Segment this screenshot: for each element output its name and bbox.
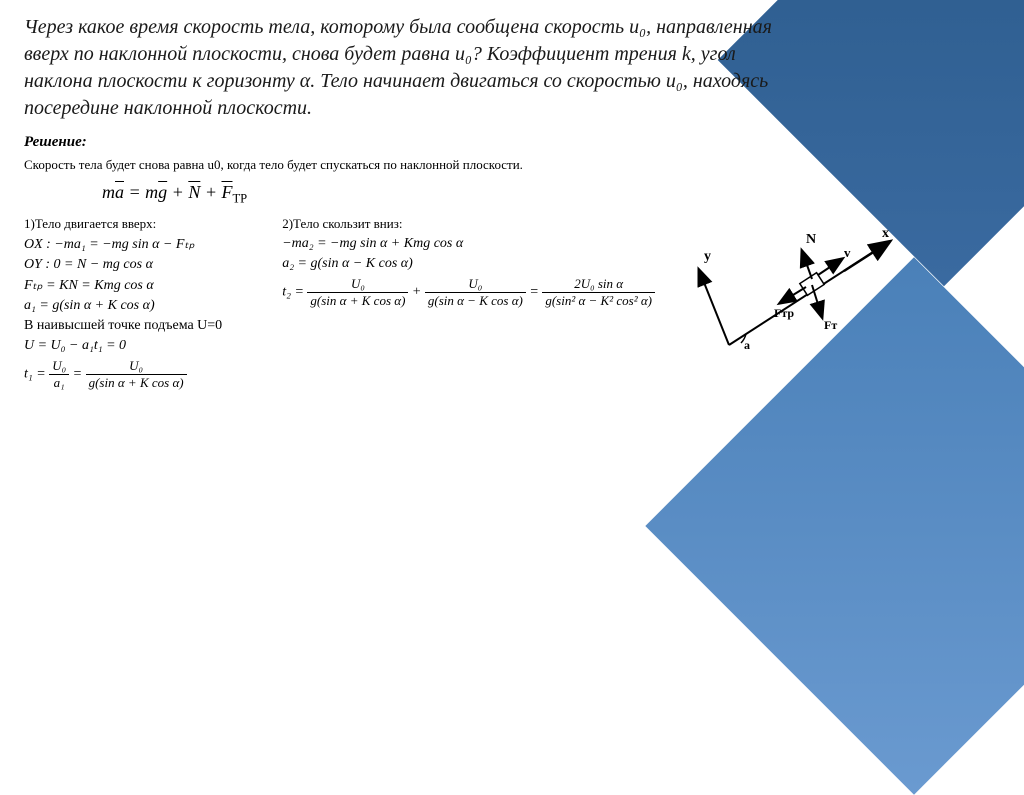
case-up-title: 1)Тело двигается вверх: xyxy=(24,216,222,232)
t1-frac1: U₀a₁ xyxy=(49,358,69,391)
eq-t1: t₁ = U₀a₁ = U₀g(sin α + K cos α) xyxy=(24,358,222,391)
force-diagram: y x N v Fтр Fт a xyxy=(684,215,894,355)
svg-text:N: N xyxy=(806,232,816,247)
svg-text:v: v xyxy=(844,245,851,260)
svg-text:Fт: Fт xyxy=(824,318,837,332)
case-down-title: 2)Тело скользит вниз: xyxy=(282,216,655,232)
t1-lhs: t₁ = xyxy=(24,367,46,382)
t2-frac2: U₀g(sin α − K cos α) xyxy=(425,276,526,309)
svg-text:y: y xyxy=(704,249,711,264)
problem-statement: Через какое время скорость тела, котором… xyxy=(24,14,784,122)
t2-lhs: t₂ = xyxy=(282,285,304,300)
svg-text:Fтр: Fтр xyxy=(774,306,794,320)
eq-t2: t₂ = U₀g(sin α + K cos α) + U₀g(sin α − … xyxy=(282,276,655,309)
t2-frac3: 2U₀ sin αg(sin² α − K² cos² α) xyxy=(542,276,655,309)
t1-frac2: U₀g(sin α + K cos α) xyxy=(86,358,187,391)
solution-narrative: Скорость тела будет снова равна u0, когд… xyxy=(24,157,584,174)
eq-ox: OX : −ma₁ = −mg sin α − Fₜₚ xyxy=(24,236,222,253)
newton-eq: ma = mg + N + FTP xyxy=(102,182,1000,207)
top-point-note: В наивысшей точке подъема U=0 xyxy=(24,318,222,334)
t2-frac1: U₀g(sin α + K cos α) xyxy=(307,276,408,309)
eq-ftp: Fₜₚ = KN = Kmg cos α xyxy=(24,277,222,294)
svg-text:a: a xyxy=(744,338,750,352)
svg-text:x: x xyxy=(882,226,889,241)
eq-oy: OY : 0 = N − mg cos α xyxy=(24,257,222,273)
solution-label: Решение: xyxy=(24,134,1000,151)
case-up: 1)Тело двигается вверх: OX : −ma₁ = −mg … xyxy=(24,216,222,395)
case-down: 2)Тело скользит вниз: −ma₂ = −mg sin α +… xyxy=(282,216,655,395)
t2-plus: + xyxy=(412,285,425,300)
eq-a1: a₁ = g(sin α + K cos α) xyxy=(24,298,222,314)
eq-u: U = U₀ − a₁t₁ = 0 xyxy=(24,338,222,354)
t2-eq: = xyxy=(529,285,542,300)
eq-a2: a₂ = g(sin α − K cos α) xyxy=(282,256,655,272)
eq-ma2: −ma₂ = −mg sin α + Kmg cos α xyxy=(282,236,655,252)
t1-eq: = xyxy=(73,367,86,382)
